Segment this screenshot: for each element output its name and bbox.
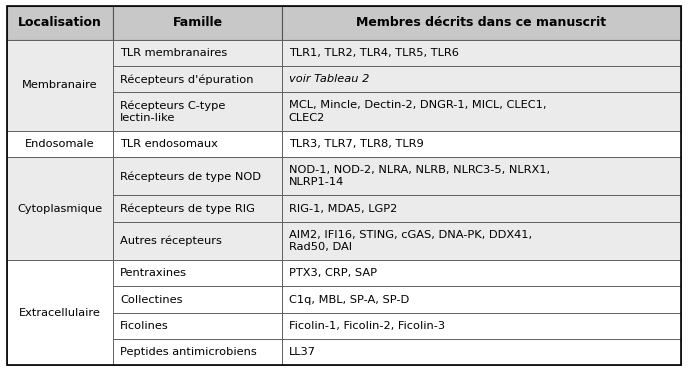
Bar [114,339,282,365]
Bar [282,339,681,365]
Bar [7,40,114,131]
Bar [114,196,282,222]
Text: Famille: Famille [173,16,223,29]
Bar [282,313,681,339]
Bar [7,157,114,260]
Bar [282,222,681,260]
Bar [7,260,114,365]
Text: Récepteurs de type RIG: Récepteurs de type RIG [120,203,255,214]
Text: TLR membranaires: TLR membranaires [120,48,228,58]
Bar [114,313,282,339]
Text: C1q, MBL, SP-A, SP-D: C1q, MBL, SP-A, SP-D [289,294,409,304]
Text: NOD-1, NOD-2, NLRA, NLRB, NLRC3-5, NLRX1,
NLRP1-14: NOD-1, NOD-2, NLRA, NLRB, NLRC3-5, NLRX1… [289,165,550,187]
Text: RIG-1, MDA5, LGP2: RIG-1, MDA5, LGP2 [289,204,397,214]
Text: Extracellulaire: Extracellulaire [19,308,101,318]
Text: TLR3, TLR7, TLR8, TLR9: TLR3, TLR7, TLR8, TLR9 [289,139,424,149]
Text: Peptides antimicrobiens: Peptides antimicrobiens [120,347,257,357]
Bar [7,131,114,157]
Bar [7,6,114,40]
Text: MCL, Mincle, Dectin-2, DNGR-1, MICL, CLEC1,
CLEC2: MCL, Mincle, Dectin-2, DNGR-1, MICL, CLE… [289,100,546,123]
Text: Membranaire: Membranaire [22,80,98,90]
Bar [114,6,282,40]
Text: Collectines: Collectines [120,294,183,304]
Bar [114,40,282,66]
Bar [114,222,282,260]
Bar [114,157,282,196]
Bar [114,131,282,157]
Text: Membres décrits dans ce manuscrit: Membres décrits dans ce manuscrit [356,16,607,29]
Bar [282,93,681,131]
Text: Ficolin-1, Ficolin-2, Ficolin-3: Ficolin-1, Ficolin-2, Ficolin-3 [289,321,445,331]
Bar [282,260,681,286]
Bar [282,131,681,157]
Bar [114,93,282,131]
Bar [282,6,681,40]
Text: voir Tableau 2: voir Tableau 2 [289,74,369,85]
Text: Cytoplasmique: Cytoplasmique [18,204,103,214]
Text: TLR endosomaux: TLR endosomaux [120,139,218,149]
Bar [282,286,681,313]
Bar [282,157,681,196]
Text: PTX3, CRP, SAP: PTX3, CRP, SAP [289,268,377,278]
Text: AIM2, IFI16, STING, cGAS, DNA-PK, DDX41,
Rad50, DAI: AIM2, IFI16, STING, cGAS, DNA-PK, DDX41,… [289,230,532,252]
Text: TLR1, TLR2, TLR4, TLR5, TLR6: TLR1, TLR2, TLR4, TLR5, TLR6 [289,48,459,58]
Text: Récepteurs de type NOD: Récepteurs de type NOD [120,171,261,182]
Bar [114,286,282,313]
Text: Localisation: Localisation [18,16,102,29]
Text: Ficolines: Ficolines [120,321,169,331]
Text: Récepteurs C-type
lectin-like: Récepteurs C-type lectin-like [120,100,226,123]
Text: LL37: LL37 [289,347,316,357]
Text: Autres récepteurs: Autres récepteurs [120,236,222,246]
Bar [114,66,282,93]
Bar [114,260,282,286]
Text: Endosomale: Endosomale [25,139,95,149]
Bar [282,66,681,93]
Text: Récepteurs d'épuration: Récepteurs d'épuration [120,74,254,85]
Bar [282,40,681,66]
Bar [282,196,681,222]
Text: Pentraxines: Pentraxines [120,268,187,278]
